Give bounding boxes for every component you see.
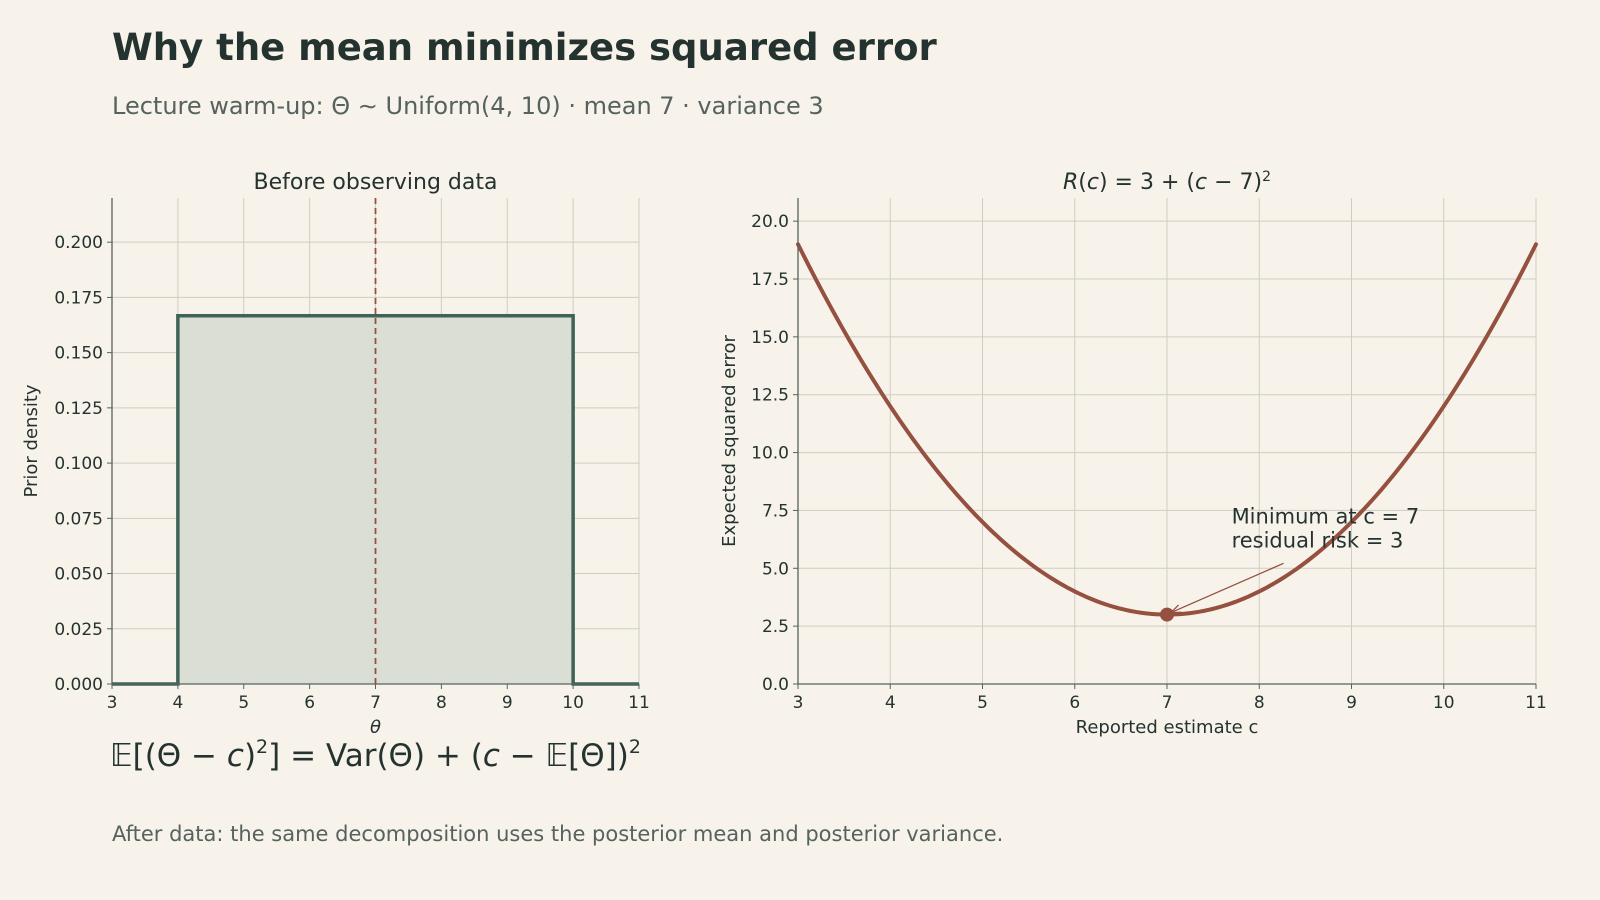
prior-x-tick-label-5: 8 [436,693,447,713]
formula-rhs-mid: − 𝔼[Θ]) [499,738,629,774]
prior-y-tick-label-3: 0.075 [54,509,103,529]
page-subtitle: Lecture warm-up: Θ ∼ Uniform(4, 10) · me… [112,92,824,120]
prior-x-tick-label-7: 10 [562,693,584,713]
prior-y-tick-label-6: 0.150 [54,344,103,364]
footnote: After data: the same decomposition uses … [112,822,1004,846]
prior-x-tick-label-8: 11 [628,693,650,713]
formula-rhs-c: c [482,738,500,774]
prior-y-tick-label-8: 0.200 [54,233,103,253]
prior-chart-title: Before observing data [254,170,498,195]
prior-y-tick-label-1: 0.025 [54,620,103,640]
prior-x-tick-label-6: 9 [502,693,513,713]
page-title: Why the mean minimizes squared error [112,26,937,69]
prior-y-tick-label-5: 0.125 [54,399,103,419]
prior-x-tick-label-0: 3 [107,693,118,713]
prior-y-tick-label-0: 0.000 [54,675,103,695]
formula-lhs-c: c [226,738,244,774]
formula-rhs-exp: 2 [628,736,641,758]
prior-y-tick-label-7: 0.175 [54,288,103,308]
formula-lhs-end: ] = Var(Θ) + ( [268,738,483,774]
prior-ticks: 3 4 5 6 7 8 9 10 11 0.000 0.025 0.050 0.075 0.100 0.12… [54,198,650,713]
prior-x-tick-label-4: 7 [370,693,381,713]
prior-y-tick-label-2: 0.050 [54,565,103,585]
formula-lhs-open: 𝔼[(Θ − [110,738,227,774]
formula-lhs-exp: 2 [256,736,269,758]
formula-lhs-close: ) [243,738,257,774]
prior-x-tick-label-2: 5 [238,693,249,713]
decomposition-formula: 𝔼[(Θ − c)2] = Var(Θ) + (c − 𝔼[Θ])2 [110,736,641,775]
prior-x-tick-label-1: 4 [172,693,183,713]
prior-x-tick-label-3: 6 [304,693,315,713]
prior-y-tick-label-4: 0.100 [54,454,103,474]
prior-y-axis-label: Prior density [21,384,42,497]
prior-x-axis-label: θ [370,717,381,738]
